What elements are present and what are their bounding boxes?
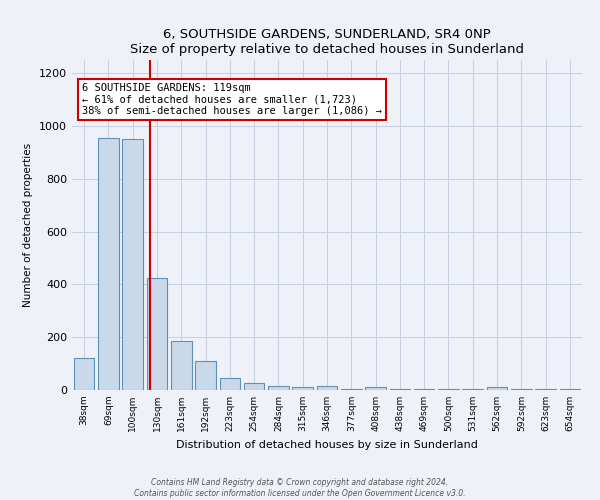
Title: 6, SOUTHSIDE GARDENS, SUNDERLAND, SR4 0NP
Size of property relative to detached : 6, SOUTHSIDE GARDENS, SUNDERLAND, SR4 0N… xyxy=(130,28,524,56)
Bar xyxy=(341,388,362,390)
Bar xyxy=(146,278,167,390)
Bar xyxy=(487,387,508,390)
X-axis label: Distribution of detached houses by size in Sunderland: Distribution of detached houses by size … xyxy=(176,440,478,450)
Bar xyxy=(195,361,216,390)
Bar xyxy=(171,341,191,390)
Bar xyxy=(292,388,313,390)
Bar xyxy=(317,386,337,390)
Bar xyxy=(389,388,410,390)
Bar xyxy=(220,378,240,390)
Bar xyxy=(438,388,459,390)
Bar xyxy=(74,358,94,390)
Y-axis label: Number of detached properties: Number of detached properties xyxy=(23,143,34,307)
Bar xyxy=(244,384,265,390)
Text: 6 SOUTHSIDE GARDENS: 119sqm
← 61% of detached houses are smaller (1,723)
38% of : 6 SOUTHSIDE GARDENS: 119sqm ← 61% of det… xyxy=(82,83,382,116)
Bar xyxy=(122,139,143,390)
Bar xyxy=(365,387,386,390)
Bar xyxy=(535,388,556,390)
Bar xyxy=(268,386,289,390)
Bar xyxy=(414,389,434,390)
Bar xyxy=(98,138,119,390)
Text: Contains HM Land Registry data © Crown copyright and database right 2024.
Contai: Contains HM Land Registry data © Crown c… xyxy=(134,478,466,498)
